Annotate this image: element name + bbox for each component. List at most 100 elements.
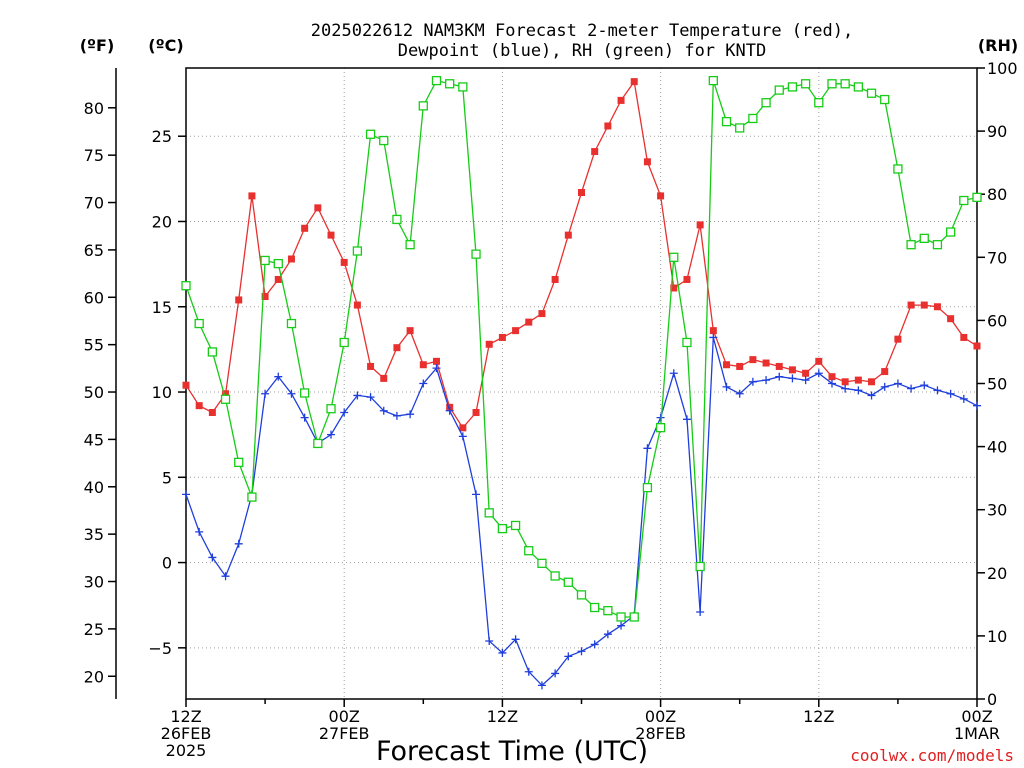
temperature-point [340, 258, 348, 266]
dewpoint-point [669, 369, 678, 378]
temperature-point [683, 275, 691, 283]
temperature-point [709, 327, 717, 335]
data-series [181, 75, 982, 690]
temperature-point [617, 96, 625, 104]
temperature-point [380, 374, 388, 382]
rh-line [185, 79, 978, 618]
rh-point [959, 195, 969, 206]
rh-point [761, 98, 771, 108]
dewpoint-point [617, 621, 626, 630]
rh-tick-label: 80 [987, 185, 1007, 204]
dewpoint-point [788, 374, 797, 383]
rh-tick-label: 90 [987, 122, 1007, 141]
temperature-point [788, 366, 796, 374]
temperature-line [185, 79, 978, 429]
temperature-point [459, 424, 467, 432]
temperature-point [235, 296, 243, 304]
rh-point [866, 88, 877, 98]
celsius-tick-label: 5 [162, 468, 172, 487]
dewpoint-point [234, 539, 243, 548]
temperature-point [815, 357, 823, 365]
rh-point [603, 606, 613, 616]
dewpoint-point [353, 391, 362, 400]
temperature-point [314, 204, 322, 212]
rh-point [260, 255, 270, 266]
temperature-point [261, 293, 269, 301]
rh-point [774, 85, 784, 95]
dewpoint-point [907, 384, 916, 393]
dewpoint-point [854, 386, 863, 395]
x-tick-label: 00Z [961, 707, 992, 726]
temperature-point [723, 361, 731, 369]
temperature-point [749, 356, 757, 364]
rh-point [181, 281, 191, 291]
rh-point [418, 101, 428, 111]
rh-point [655, 423, 666, 433]
dewpoint-point [748, 377, 757, 386]
temperature-point [907, 301, 915, 309]
rh-point [576, 590, 587, 600]
chart-title-line1: 2025022612 NAM3KM Forecast 2-meter Tempe… [311, 21, 853, 41]
dewpoint-point [208, 553, 217, 562]
temperature-point [775, 362, 783, 370]
fahrenheit-tick-label: 40 [84, 478, 104, 497]
rh-point [893, 164, 903, 174]
dewpoint-point [498, 648, 507, 657]
temperature-point [419, 361, 427, 369]
temperature-point [248, 192, 256, 200]
temperature-point [947, 315, 955, 323]
rh-tick-label: 100 [987, 59, 1018, 78]
temperature-point [696, 221, 704, 229]
temperature-point [670, 284, 678, 292]
rh-tick-label: 50 [987, 375, 1007, 394]
dewpoint-point [485, 637, 494, 646]
temperature-point [512, 327, 520, 335]
temperature-point [630, 78, 638, 86]
dewpoint-point [709, 333, 718, 342]
dewpoint-point [682, 415, 691, 424]
x-tick-label: 2025 [166, 741, 207, 760]
rh-point [590, 602, 600, 613]
rh-point [497, 523, 508, 534]
x-tick-label: 12Z [803, 707, 834, 726]
rh-point [458, 82, 468, 92]
fahrenheit-tick-label: 45 [84, 430, 104, 449]
x-tick-label: 27FEB [319, 724, 370, 743]
fahrenheit-tick-label: 50 [84, 383, 104, 402]
temperature-point [881, 368, 889, 376]
rh-point [484, 508, 494, 518]
rh-unit-label: (RH) [978, 36, 1018, 55]
rh-point [234, 457, 244, 468]
celsius-tick-label: −5 [148, 639, 172, 658]
temperature-point [195, 402, 203, 410]
rh-point [326, 404, 336, 414]
credit-text[interactable]: coolwx.com/models [850, 746, 1014, 765]
rh-tick-label: 20 [987, 564, 1007, 583]
rh-point [365, 129, 376, 139]
dewpoint-point [287, 389, 296, 398]
temperature-point [578, 188, 585, 196]
temperature-point [841, 378, 849, 386]
dewpoint-point [603, 630, 612, 639]
dewpoint-point [827, 379, 836, 388]
dewpoint-point [221, 572, 230, 581]
temperature-point [525, 318, 533, 326]
temperature-point [933, 303, 941, 311]
rh-point [800, 79, 811, 89]
temperature-point [432, 357, 440, 365]
x-tick-label: 26FEB [161, 724, 212, 743]
dewpoint-point [880, 382, 889, 391]
rh-point [524, 546, 534, 556]
dewpoint-point [406, 410, 415, 419]
temperature-point [868, 378, 876, 386]
dewpoint-point [195, 527, 204, 536]
rh-point [431, 75, 442, 86]
fahrenheit-tick-label: 70 [84, 194, 104, 213]
fahrenheit-tick-label: 60 [84, 288, 104, 307]
rh-tick-label: 60 [987, 311, 1007, 330]
dewpoint-point [722, 382, 731, 391]
rh-point [352, 246, 363, 256]
rh-point [471, 249, 481, 259]
dewpoint-point [762, 376, 771, 385]
temperature-point [222, 390, 230, 398]
